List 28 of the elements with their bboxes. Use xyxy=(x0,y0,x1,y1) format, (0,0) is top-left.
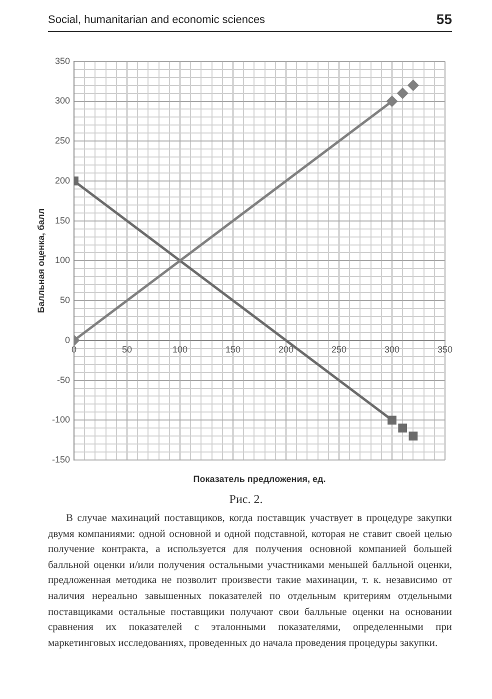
x-tick-label: 50 xyxy=(122,344,132,354)
x-tick-label: 100 xyxy=(172,344,188,354)
y-tick-label: -50 xyxy=(57,374,70,385)
x-tick-label: 150 xyxy=(225,344,241,354)
y-tick-label: 350 xyxy=(54,56,70,66)
text: В случае махинаций поставщиков, когда поставщик участвует в процедуре закупки двумя компаниями: одной основной и одной подставной, которая не ставит своей целью получение контракта, а используется для получения основной компанией большей балльной оценки и/или получения остальными участниками меньшей балльной оценки, предложенная методика не позволит произвести такие махинации, т. к. независимо от наличия нереально завышенных показателей по отдельным критериям отдельными поставщиками остальные поставщики получают свои балльные оценки на основании сравнения их показателей с эталонными показателями, определенными при маркетинговых исследованиях, проведенных до начала проведения процедуры закупки. xyxy=(48,513,452,649)
text: 55 xyxy=(436,11,452,27)
point xyxy=(398,424,408,433)
x-tick-label: 250 xyxy=(331,344,347,354)
y-tick-label: 0 xyxy=(65,334,70,345)
text: Social, humanitarian and economic sciences xyxy=(48,14,266,26)
y-axis-title: Балльная оценка, балл xyxy=(36,208,46,314)
point xyxy=(408,80,418,91)
y-tick-label: 50 xyxy=(60,295,70,306)
x-tick-label: 300 xyxy=(384,344,400,354)
x-tick-label: 200 xyxy=(278,344,294,354)
y-tick-label: 300 xyxy=(54,96,70,106)
y-tick-label: 200 xyxy=(54,175,70,186)
text: Рис. 2. xyxy=(228,492,264,507)
y-tick-label: 100 xyxy=(54,255,70,266)
point xyxy=(408,432,418,441)
y-tick-label: -100 xyxy=(52,414,70,425)
x-tick-label: 350 xyxy=(437,344,453,354)
y-tick-label: 150 xyxy=(54,215,70,226)
point xyxy=(397,88,408,99)
y-tick-label: 250 xyxy=(54,136,70,146)
y-tick-label: -150 xyxy=(52,454,70,464)
x-axis-title: Показатель предложения, ед. xyxy=(193,474,326,484)
